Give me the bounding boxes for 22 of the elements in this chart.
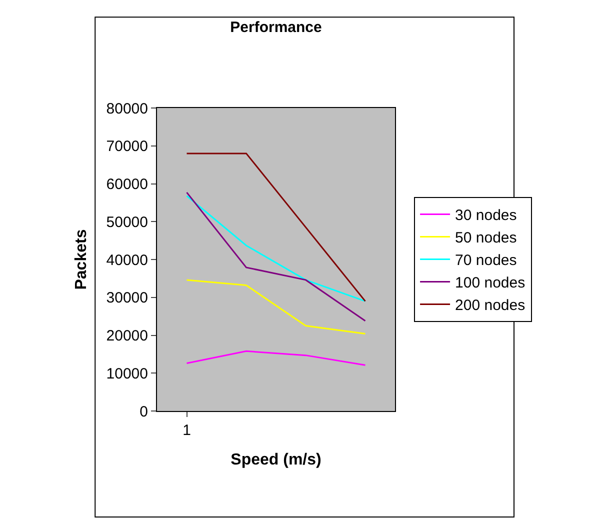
line-series: [186, 350, 366, 366]
y-tick-label: 70000: [106, 138, 148, 156]
y-tick-label: 20000: [106, 328, 148, 344]
legend-label: 70 nodes: [455, 252, 517, 270]
y-tick-label: 30000: [106, 290, 148, 307]
legend-label: 100 nodes: [455, 274, 526, 292]
y-tick-label: 0: [140, 403, 148, 420]
legend-label: 30 nodes: [455, 207, 517, 224]
x-axis-title: Speed (m/s): [230, 452, 322, 469]
legend-label: 200 nodes: [455, 297, 526, 314]
y-axis-title: Packets: [73, 229, 90, 290]
line-series: [186, 279, 366, 334]
y-tick-label: 40000: [106, 252, 148, 269]
y-tick-label: 10000: [106, 365, 148, 382]
y-tick-label: 50000: [106, 214, 148, 231]
x-tick-label: 1: [182, 422, 191, 439]
legend-label: 50 nodes: [455, 230, 517, 247]
line-series: [186, 192, 366, 322]
y-tick-label: 80000: [106, 100, 148, 118]
line-series: [186, 195, 366, 302]
chart-title: Performance: [230, 18, 322, 36]
y-tick-label: 60000: [106, 176, 148, 193]
